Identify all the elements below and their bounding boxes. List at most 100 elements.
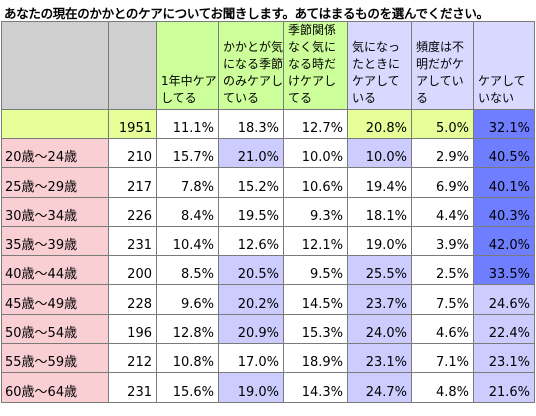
value-cell: 19.4% bbox=[347, 167, 412, 198]
table-row: 35歳～39歳 231 10.4% 12.6% 12.1% 19.0% 3.9% 42.0% bbox=[1, 225, 535, 257]
value-cell: 9.6% bbox=[156, 284, 219, 315]
value-cell: 42.0% bbox=[473, 225, 535, 257]
value-cell: 12.1% bbox=[283, 225, 348, 257]
value-cell: 3.9% bbox=[411, 225, 474, 257]
row-label: 35歳～39歳 bbox=[1, 225, 109, 257]
value-cell: 19.0% bbox=[347, 225, 412, 257]
value-cell: 33.5% bbox=[473, 255, 535, 286]
total-value-cell: 11.1% bbox=[156, 109, 219, 139]
value-cell: 8.5% bbox=[156, 255, 219, 286]
value-cell: 12.6% bbox=[218, 225, 284, 257]
header-cell: ケアしていない bbox=[473, 21, 535, 110]
value-cell: 40.3% bbox=[473, 196, 535, 227]
value-cell: 12.8% bbox=[156, 313, 219, 345]
row-label: 55歳～59歳 bbox=[1, 343, 109, 374]
value-cell: 4.8% bbox=[411, 372, 474, 403]
header-blank-2 bbox=[108, 21, 157, 110]
value-cell: 7.1% bbox=[411, 343, 474, 374]
value-cell: 10.0% bbox=[283, 137, 348, 169]
value-cell: 23.1% bbox=[347, 343, 412, 374]
value-cell: 10.0% bbox=[347, 137, 412, 169]
value-cell: 10.8% bbox=[156, 343, 219, 374]
table-row: 25歳～29歳 217 7.8% 15.2% 10.6% 19.4% 6.9% 40.1% bbox=[1, 167, 535, 198]
value-cell: 4.4% bbox=[411, 196, 474, 227]
value-cell: 24.6% bbox=[473, 284, 535, 315]
value-cell: 14.5% bbox=[283, 284, 348, 315]
value-cell: 8.4% bbox=[156, 196, 219, 227]
row-label: 45歳～49歳 bbox=[1, 284, 109, 315]
value-cell: 20.2% bbox=[218, 284, 284, 315]
row-n: 226 bbox=[108, 196, 157, 227]
value-cell: 24.0% bbox=[347, 313, 412, 345]
row-label: 60歳～64歳 bbox=[1, 372, 109, 403]
value-cell: 2.5% bbox=[411, 255, 474, 286]
value-cell: 19.0% bbox=[218, 372, 284, 403]
data-table: 1年中ケアしてる かかとが気になる季節のみケアしている 季節関係なく気になる時だ… bbox=[1, 21, 535, 403]
row-n: 200 bbox=[108, 255, 157, 286]
row-label: 50歳～54歳 bbox=[1, 313, 109, 345]
total-value-cell: 32.1% bbox=[473, 109, 535, 139]
total-row: 1951 11.1% 18.3% 12.7% 20.8% 5.0% 32.1% bbox=[1, 109, 535, 139]
row-n: 217 bbox=[108, 167, 157, 198]
row-n: 212 bbox=[108, 343, 157, 374]
table-row: 30歳～34歳 226 8.4% 19.5% 9.3% 18.1% 4.4% 40.3% bbox=[1, 196, 535, 227]
value-cell: 2.9% bbox=[411, 137, 474, 169]
value-cell: 15.2% bbox=[218, 167, 284, 198]
table-row: 40歳～44歳 200 8.5% 20.5% 9.5% 25.5% 2.5% 33.5% bbox=[1, 255, 535, 286]
header-cell: かかとが気になる季節のみケアしている bbox=[218, 21, 284, 110]
value-cell: 15.6% bbox=[156, 372, 219, 403]
header-cell: 気になったときにケアしている bbox=[347, 21, 412, 110]
value-cell: 18.1% bbox=[347, 196, 412, 227]
value-cell: 9.3% bbox=[283, 196, 348, 227]
value-cell: 10.6% bbox=[283, 167, 348, 198]
header-blank-1 bbox=[1, 21, 109, 110]
value-cell: 7.5% bbox=[411, 284, 474, 315]
row-n: 196 bbox=[108, 313, 157, 345]
value-cell: 17.0% bbox=[218, 343, 284, 374]
table-row: 20歳～24歳 210 15.7% 21.0% 10.0% 10.0% 2.9% 40.5% bbox=[1, 137, 535, 169]
value-cell: 40.5% bbox=[473, 137, 535, 169]
value-cell: 40.1% bbox=[473, 167, 535, 198]
value-cell: 19.5% bbox=[218, 196, 284, 227]
value-cell: 10.4% bbox=[156, 225, 219, 257]
row-label: 30歳～34歳 bbox=[1, 196, 109, 227]
value-cell: 18.9% bbox=[283, 343, 348, 374]
row-n: 228 bbox=[108, 284, 157, 315]
value-cell: 23.1% bbox=[473, 343, 535, 374]
total-value-cell: 5.0% bbox=[411, 109, 474, 139]
value-cell: 15.7% bbox=[156, 137, 219, 169]
value-cell: 6.9% bbox=[411, 167, 474, 198]
total-value-cell: 18.3% bbox=[218, 109, 284, 139]
value-cell: 14.3% bbox=[283, 372, 348, 403]
header-cell: 頻度は不明だがケアしている bbox=[411, 21, 474, 110]
header-cell: 季節関係なく気になる時だけケアしてる bbox=[283, 21, 348, 110]
table-title: あなたの現在のかかとのケアについてお聞きします。あてはまるものを選んでください。 bbox=[4, 6, 489, 21]
table-row: 50歳～54歳 196 12.8% 20.9% 15.3% 24.0% 4.6% 22.4% bbox=[1, 313, 535, 345]
total-value-cell: 20.8% bbox=[347, 109, 412, 139]
row-label: 40歳～44歳 bbox=[1, 255, 109, 286]
value-cell: 15.3% bbox=[283, 313, 348, 345]
table-row: 45歳～49歳 228 9.6% 20.2% 14.5% 23.7% 7.5% 24.6% bbox=[1, 284, 535, 315]
value-cell: 25.5% bbox=[347, 255, 412, 286]
value-cell: 9.5% bbox=[283, 255, 348, 286]
total-n: 1951 bbox=[108, 109, 157, 139]
value-cell: 21.0% bbox=[218, 137, 284, 169]
value-cell: 24.7% bbox=[347, 372, 412, 403]
row-n: 231 bbox=[108, 372, 157, 403]
header-cell: 1年中ケアしてる bbox=[156, 21, 219, 110]
row-label: 25歳～29歳 bbox=[1, 167, 109, 198]
total-label bbox=[1, 109, 109, 139]
value-cell: 7.8% bbox=[156, 167, 219, 198]
total-value-cell: 12.7% bbox=[283, 109, 348, 139]
row-n: 210 bbox=[108, 137, 157, 169]
table-row: 60歳～64歳 231 15.6% 19.0% 14.3% 24.7% 4.8% 21.6% bbox=[1, 372, 535, 403]
value-cell: 21.6% bbox=[473, 372, 535, 403]
row-label: 20歳～24歳 bbox=[1, 137, 109, 169]
value-cell: 20.5% bbox=[218, 255, 284, 286]
value-cell: 22.4% bbox=[473, 313, 535, 345]
table-row: 55歳～59歳 212 10.8% 17.0% 18.9% 23.1% 7.1% 23.1% bbox=[1, 343, 535, 374]
row-n: 231 bbox=[108, 225, 157, 257]
value-cell: 23.7% bbox=[347, 284, 412, 315]
header-row: 1年中ケアしてる かかとが気になる季節のみケアしている 季節関係なく気になる時だ… bbox=[1, 21, 535, 110]
value-cell: 4.6% bbox=[411, 313, 474, 345]
